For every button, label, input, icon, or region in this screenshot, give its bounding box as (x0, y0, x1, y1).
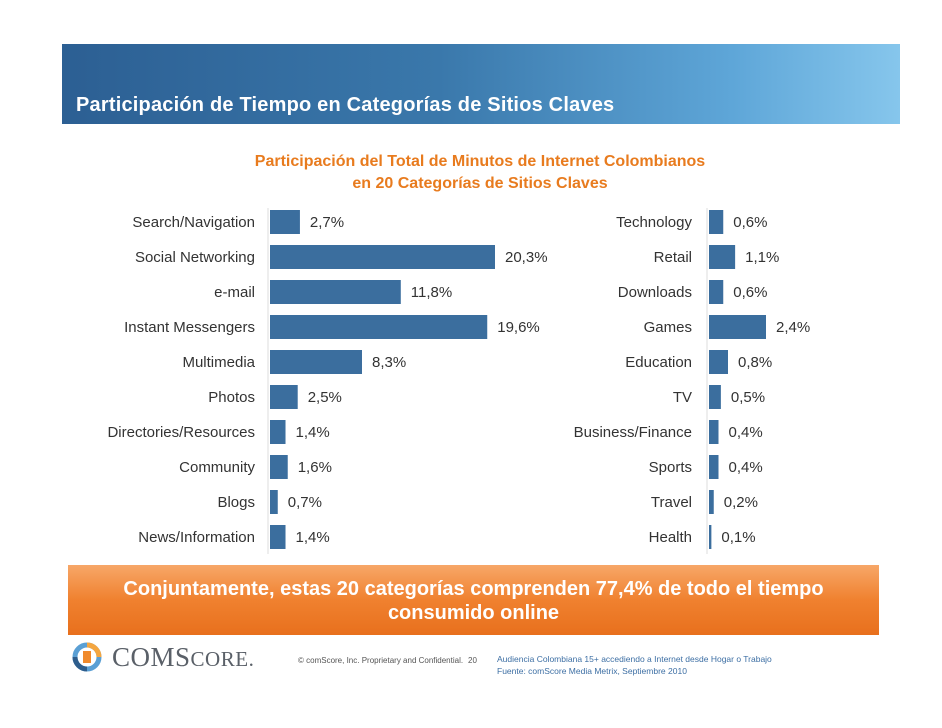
bar (270, 455, 288, 479)
category-label: News/Information (138, 529, 255, 546)
bar (709, 525, 712, 549)
data-label: 0,4% (729, 424, 763, 441)
category-label: TV (673, 389, 692, 406)
comscore-logo: COMSCORE. (72, 640, 254, 674)
bar (270, 385, 298, 409)
category-label: Search/Navigation (132, 214, 255, 231)
page-number: 20 (468, 656, 477, 665)
data-label: 2,7% (310, 214, 344, 231)
bar (270, 280, 401, 304)
page-title: Participación de Tiempo en Categorías de… (76, 94, 615, 116)
category-label: Multimedia (182, 354, 255, 371)
data-label: 2,5% (308, 389, 342, 406)
bar (270, 210, 300, 234)
bar (709, 420, 719, 444)
bar (709, 245, 736, 269)
logo-text-part: CORE (190, 646, 249, 671)
bar (270, 525, 286, 549)
category-label: Sports (649, 459, 692, 476)
data-label: 1,4% (296, 424, 330, 441)
data-label: 0,6% (733, 214, 767, 231)
category-label: Photos (208, 389, 255, 406)
chart-title-line-1: Participación del Total de Minutos de In… (254, 153, 706, 170)
logo-text-part: COM (112, 641, 176, 672)
source-line-1: Audiencia Colombiana 15+ accediendo a In… (497, 654, 772, 664)
category-label: Blogs (217, 494, 255, 511)
chart-title-line-2: en 20 Categorías de Sitios Claves (352, 175, 608, 192)
bar (709, 210, 724, 234)
data-label: 2,4% (776, 319, 810, 336)
chart-title: Participación del Total de Minutos de In… (130, 151, 830, 195)
summary-banner: Conjuntamente, estas 20 categorías compr… (68, 565, 879, 635)
data-label: 1,6% (298, 459, 332, 476)
data-label: 1,4% (296, 529, 330, 546)
bar (270, 490, 278, 514)
category-label: Games (644, 319, 692, 336)
category-label: Retail (654, 249, 692, 266)
category-label: Directories/Resources (107, 424, 255, 441)
bar (270, 315, 488, 339)
source-line-2: Fuente: comScore Media Metrix, Septiembr… (497, 666, 687, 676)
bar (709, 350, 728, 374)
banner-line-2: consumido online (387, 602, 560, 624)
data-label: 11,8% (411, 284, 452, 301)
copyright-text: © comScore, Inc. Proprietary and Confide… (298, 656, 464, 665)
bar (270, 350, 362, 374)
banner-line-1: Conjuntamente, estas 20 categorías compr… (123, 578, 824, 600)
data-label: 0,5% (731, 389, 765, 406)
data-label: 20,3% (505, 249, 548, 266)
data-label: 0,8% (738, 354, 772, 371)
bar (709, 490, 714, 514)
category-label: Education (625, 354, 692, 371)
comscore-logo-icon (72, 642, 102, 672)
data-label: 0,7% (288, 494, 322, 511)
chart-panel-2: Technology 0,6% Retail 1,1% Downloads 0,6% Gam… (574, 208, 810, 554)
category-label: Social Networking (135, 249, 255, 266)
category-label: Downloads (618, 284, 692, 301)
bar-charts: Search/Navigation 2,7% Social Networking 20… (107, 208, 810, 554)
data-label: 0,6% (733, 284, 767, 301)
chart-panel-1: Search/Navigation 2,7% Social Networking 20… (107, 208, 548, 554)
bar (709, 385, 721, 409)
data-label: 8,3% (372, 354, 406, 371)
bar (270, 245, 495, 269)
bar (709, 315, 766, 339)
data-label: 0,1% (721, 529, 755, 546)
bar (709, 455, 719, 479)
category-label: Health (649, 529, 692, 546)
category-label: Instant Messengers (124, 319, 255, 336)
header-band (62, 44, 900, 124)
category-label: e-mail (214, 284, 255, 301)
bar (709, 280, 724, 304)
category-label: Business/Finance (574, 424, 692, 441)
source-note: Audiencia Colombiana 15+ accediendo a In… (497, 653, 772, 677)
category-label: Community (179, 459, 255, 476)
data-label: 0,4% (729, 459, 763, 476)
data-label: 1,1% (745, 249, 779, 266)
logo-text-part: S (175, 641, 191, 672)
data-label: 19,6% (497, 319, 540, 336)
logo-wordmark: COMSCORE. (112, 642, 254, 673)
bar (270, 420, 286, 444)
category-label: Travel (651, 494, 692, 511)
category-label: Technology (616, 214, 692, 231)
logo-text-part: . (248, 646, 255, 671)
data-label: 0,2% (724, 494, 758, 511)
